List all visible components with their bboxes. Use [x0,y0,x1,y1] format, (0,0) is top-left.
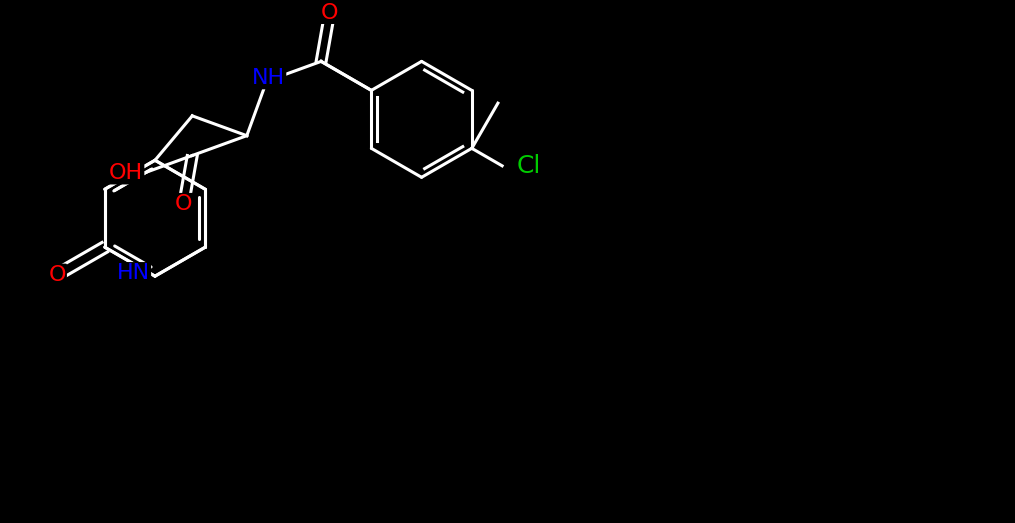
Text: NH: NH [252,68,285,88]
Text: Cl: Cl [517,154,541,178]
Text: O: O [175,194,193,214]
Text: HN: HN [117,263,150,283]
Text: O: O [321,3,338,23]
Text: OH: OH [109,163,143,184]
Text: O: O [49,265,66,285]
